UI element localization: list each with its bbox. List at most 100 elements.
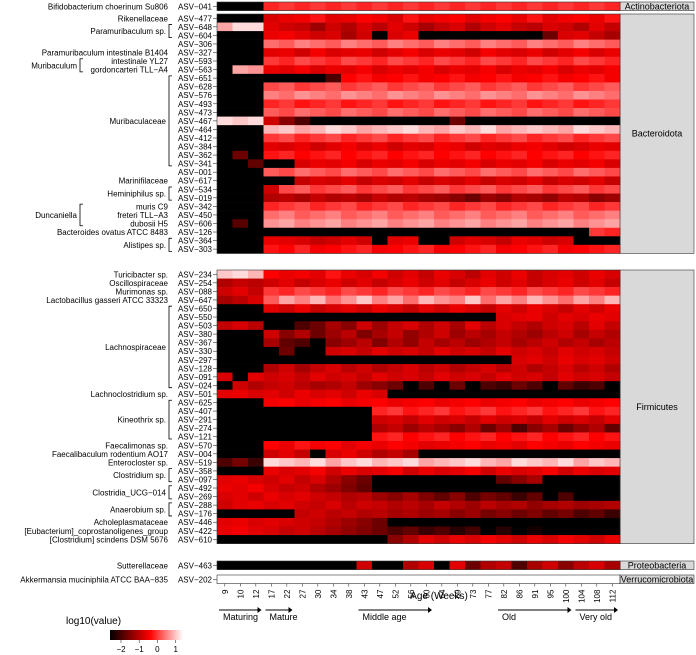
heatmap-cell [310, 2, 326, 11]
heatmap-cell [449, 517, 466, 527]
heatmap-cell [372, 304, 388, 314]
heatmap-cell [480, 475, 497, 485]
heatmap-cell [356, 364, 373, 373]
heatmap-cell [589, 14, 605, 23]
heatmap-cell [589, 535, 605, 544]
heatmap-cell [217, 364, 233, 373]
heatmap-cell [542, 372, 559, 382]
heatmap-cell [248, 125, 264, 134]
heatmap-cell [294, 372, 311, 382]
heatmap-cell [604, 167, 621, 177]
asv-label: ASV−593 [178, 57, 213, 66]
heatmap-cell [558, 227, 574, 237]
heatmap-cell [449, 483, 466, 493]
heatmap-cell [341, 227, 357, 237]
x-tick-label: 112 [608, 589, 617, 602]
heatmap-cell [527, 466, 543, 476]
heatmap-cell [589, 116, 605, 126]
heatmap-cell [542, 90, 559, 100]
heatmap-cell [403, 236, 419, 246]
asv-label: ASV−422 [178, 527, 213, 536]
heatmap-cell [403, 423, 419, 433]
heatmap-cell [217, 167, 233, 177]
heatmap-cell [465, 458, 481, 467]
heatmap-cell [341, 65, 357, 75]
heatmap-cell [589, 406, 605, 416]
heatmap-cell [217, 329, 233, 339]
heatmap-cell [263, 321, 280, 331]
heatmap-cell [387, 304, 404, 314]
heatmap-cell [589, 509, 605, 519]
heatmap-cell [511, 108, 528, 117]
heatmap-cell [558, 509, 574, 519]
asv-label: ASV−288 [178, 501, 213, 510]
heatmap-cell [449, 304, 466, 314]
phylum-label: Proteobacteria [628, 560, 687, 570]
heatmap-cell [217, 406, 233, 416]
heatmap-cell [232, 125, 249, 134]
heatmap-cell [356, 312, 373, 322]
heatmap-cell [403, 99, 419, 109]
panel-outline [216, 13, 621, 254]
heatmap-cell [558, 22, 574, 32]
heatmap-cell [542, 108, 559, 117]
heatmap-cell [387, 210, 404, 220]
heatmap-cell [542, 321, 559, 331]
heatmap-cell [480, 270, 497, 279]
heatmap-cell [372, 48, 388, 58]
heatmap-cell [248, 561, 264, 570]
heatmap-cell [542, 458, 559, 467]
heatmap-cell [263, 381, 280, 390]
heatmap-cell [589, 526, 605, 536]
heatmap-cell [480, 227, 497, 237]
heatmap-cell [511, 278, 528, 288]
heatmap-cell [511, 500, 528, 510]
heatmap-cell [279, 48, 295, 58]
heatmap-cell [248, 73, 264, 83]
heatmap-cell [232, 65, 249, 75]
heatmap-cell [480, 287, 497, 296]
heatmap-cell [248, 475, 264, 485]
heatmap-cell [403, 210, 419, 220]
heatmap-cell [496, 193, 512, 203]
heatmap-cell [465, 176, 481, 186]
heatmap-cell [356, 14, 373, 23]
taxon-label: Paramuribaculum intestinale B1404 [42, 49, 169, 58]
heatmap-cell [449, 236, 466, 246]
heatmap-cell [465, 355, 481, 365]
heatmap-cell [511, 185, 528, 194]
heatmap-cell [310, 381, 326, 390]
heatmap-cell [558, 389, 574, 399]
heatmap-cell [248, 483, 264, 493]
heatmap-cell [542, 14, 559, 23]
heatmap-cell [403, 90, 419, 100]
group-bracket [168, 485, 172, 500]
heatmap-cell [573, 142, 590, 152]
heatmap-cell [589, 90, 605, 100]
heatmap-cell [480, 210, 497, 220]
heatmap-cell [279, 475, 295, 485]
heatmap-cell [558, 39, 574, 49]
heatmap-cell [341, 483, 357, 493]
age-group-label: Maturing [223, 612, 258, 622]
heatmap-cell [480, 22, 497, 32]
heatmap-cell [356, 466, 373, 476]
heatmap-cell [449, 423, 466, 433]
heatmap-cell [387, 500, 404, 510]
heatmap-cell [356, 125, 373, 134]
heatmap-cell [434, 492, 450, 502]
heatmap-cell [496, 22, 512, 32]
heatmap-cell [325, 65, 342, 75]
heatmap-cell [341, 219, 357, 229]
heatmap-cell [263, 39, 280, 49]
heatmap-cell [604, 295, 621, 305]
heatmap-cell [465, 219, 481, 229]
heatmap-cell [356, 500, 373, 510]
heatmap-cell [558, 321, 574, 331]
heatmap-cell [310, 142, 326, 152]
heatmap-cell [589, 423, 605, 433]
heatmap-cell [232, 329, 249, 339]
asv-label: ASV−651 [178, 74, 213, 83]
heatmap-cell [325, 517, 342, 527]
heatmap-cell [604, 227, 621, 237]
